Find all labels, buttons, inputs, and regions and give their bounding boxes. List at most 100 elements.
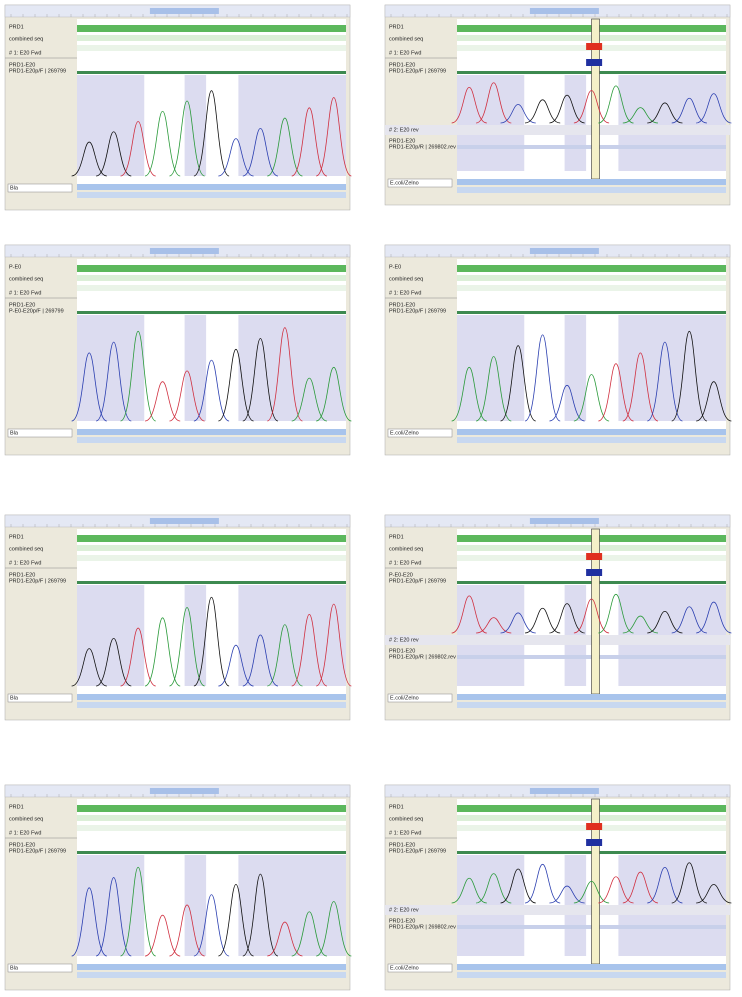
read-bar — [457, 311, 726, 314]
search-text: Bla — [10, 965, 19, 971]
search-text: Bla — [10, 430, 19, 436]
quality-shade — [238, 75, 346, 176]
ruler-highlight — [150, 788, 219, 794]
track-label: # 1: E20 Fwd — [9, 290, 41, 296]
seq-row — [77, 285, 346, 291]
track-label: PRD1-E20p/F | 269799 — [389, 848, 446, 854]
mismatch-red — [586, 823, 602, 830]
consensus-bar — [77, 805, 346, 812]
read-separator — [385, 905, 730, 915]
quality-shade — [457, 315, 524, 421]
track-label: P-E0 — [9, 264, 21, 270]
mismatch-blue — [586, 59, 602, 66]
panel: E.coli/ZelnoPRD1combined seq# 1: E20 Fwd… — [385, 785, 731, 990]
track-label: PRD1-E20p/F | 269799 — [389, 308, 446, 314]
seq-row — [457, 285, 726, 291]
search-text: E.coli/Zelno — [390, 180, 419, 186]
track-label: # 1: E20 Fwd — [389, 50, 421, 56]
consensus-bar — [77, 265, 346, 272]
scrollbar — [77, 429, 346, 435]
track-label: # 1: E20 Fwd — [9, 830, 41, 836]
scrollbar — [77, 437, 346, 443]
scrollbar — [457, 437, 726, 443]
track-label: # 2: E20 rev — [389, 907, 419, 913]
track-label: combined seq — [9, 546, 43, 552]
consensus-bar — [457, 265, 726, 272]
scrollbar — [457, 187, 726, 193]
track-label: PRD1-E20p/F | 269799 — [389, 578, 446, 584]
track-label: PRD1 — [9, 534, 24, 540]
ruler-highlight — [150, 248, 219, 254]
read-bar — [77, 581, 346, 584]
quality-shade — [618, 315, 726, 421]
track-label: combined seq — [9, 276, 43, 282]
track-label: combined seq — [389, 546, 423, 552]
track-label: combined seq — [9, 36, 43, 42]
seq-row — [457, 275, 726, 281]
scrollbar — [77, 964, 346, 970]
track-label: PRD1-E20p/R | 269802.rev — [389, 924, 456, 930]
quality-shade — [238, 315, 346, 421]
scrollbar — [457, 179, 726, 185]
panel: E.coli/Zelno PRD1 combined seq # 1: E20 Fwd… — [385, 5, 731, 205]
scrollbar — [77, 702, 346, 708]
ruler-highlight — [530, 248, 599, 254]
mismatch-red — [586, 43, 602, 50]
track-label: PRD1 — [389, 534, 404, 540]
scrollbar — [457, 694, 726, 700]
search-text: E.coli/Zelno — [390, 695, 419, 701]
ruler-highlight — [530, 518, 599, 524]
track-label: # 1: E20 Fwd — [389, 290, 421, 296]
scrollbar — [77, 972, 346, 978]
quality-shade — [77, 75, 144, 176]
track-label: PRD1 — [389, 24, 404, 30]
track-label: P-E0-E20p/F | 269799 — [9, 308, 64, 314]
track-label: # 2: E20 rev — [389, 637, 419, 643]
read-separator — [385, 125, 730, 135]
track-label: combined seq — [9, 816, 43, 822]
panel: BlaPRD1combined seq# 1: E20 FwdPRD1-E20P… — [5, 5, 351, 210]
track-label: PRD1-E20p/F | 269799 — [9, 578, 66, 584]
consensus-bar — [77, 25, 346, 32]
seq-row — [77, 35, 346, 41]
quality-shade — [185, 75, 207, 176]
ruler-highlight — [530, 8, 599, 14]
ruler-highlight — [150, 518, 219, 524]
scrollbar — [457, 964, 726, 970]
figure: BlaPRD1combined seq# 1: E20 FwdPRD1-E20P… — [0, 0, 742, 992]
scrollbar — [77, 192, 346, 198]
ruler-highlight — [150, 8, 219, 14]
track-label: combined seq — [389, 36, 423, 42]
scrollbar — [77, 184, 346, 190]
quality-shade — [77, 315, 144, 421]
search-text: E.coli/Zelno — [390, 430, 419, 436]
seq-row — [77, 825, 346, 831]
scrollbar — [77, 694, 346, 700]
track-label: combined seq — [389, 816, 423, 822]
read-bar — [77, 311, 346, 314]
consensus-bar — [77, 535, 346, 542]
track-label: PRD1-E20p/F | 269799 — [389, 68, 446, 74]
track-label: # 1: E20 Fwd — [389, 830, 421, 836]
seq-row — [77, 275, 346, 281]
quality-shade — [238, 585, 346, 686]
track-label: combined seq — [389, 276, 423, 282]
track-label: # 1: E20 Fwd — [9, 560, 41, 566]
read-bar — [77, 71, 346, 74]
ruler-highlight — [530, 788, 599, 794]
read-separator — [385, 635, 730, 645]
search-text: Bla — [10, 695, 19, 701]
quality-shade — [185, 585, 207, 686]
track-label: PRD1 — [9, 24, 24, 30]
seq-row — [77, 45, 346, 51]
scrollbar — [457, 702, 726, 708]
track-label: # 2: E20 rev — [389, 127, 419, 133]
quality-shade — [77, 855, 144, 956]
track-label: PRD1 — [389, 804, 404, 810]
track-label: PRD1-E20p/F | 269799 — [9, 848, 66, 854]
